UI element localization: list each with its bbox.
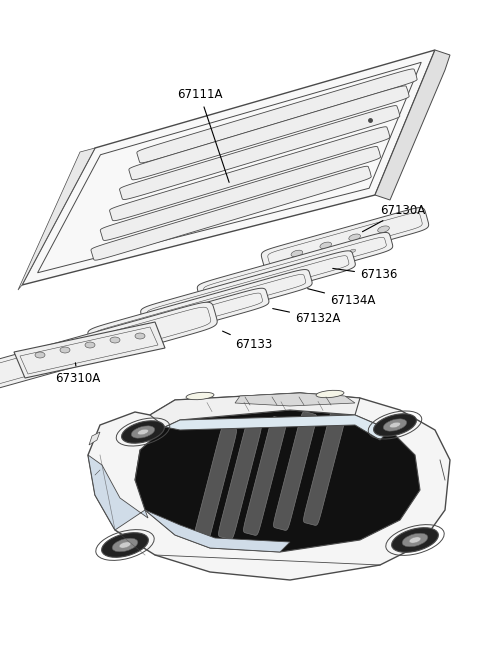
Ellipse shape — [402, 533, 428, 547]
Polygon shape — [129, 86, 409, 180]
Text: 67136: 67136 — [333, 269, 397, 282]
Ellipse shape — [263, 273, 269, 277]
Ellipse shape — [91, 343, 97, 346]
Polygon shape — [88, 270, 312, 346]
Polygon shape — [35, 288, 269, 367]
Ellipse shape — [85, 342, 95, 348]
Ellipse shape — [321, 257, 327, 261]
Polygon shape — [120, 105, 400, 200]
Polygon shape — [91, 166, 371, 260]
Polygon shape — [100, 147, 381, 240]
Ellipse shape — [121, 421, 165, 443]
Ellipse shape — [102, 533, 148, 557]
Polygon shape — [197, 233, 393, 301]
Ellipse shape — [35, 352, 45, 358]
Ellipse shape — [116, 338, 122, 341]
Polygon shape — [145, 510, 290, 552]
Text: 67132A: 67132A — [273, 309, 340, 324]
Polygon shape — [375, 50, 450, 200]
Polygon shape — [243, 417, 287, 535]
Ellipse shape — [292, 265, 298, 269]
Ellipse shape — [139, 322, 145, 326]
Ellipse shape — [350, 249, 356, 252]
Polygon shape — [0, 302, 217, 394]
Ellipse shape — [168, 314, 174, 318]
Polygon shape — [22, 50, 435, 285]
Ellipse shape — [178, 318, 184, 322]
Ellipse shape — [373, 414, 417, 436]
Ellipse shape — [60, 347, 70, 353]
Text: 67111A: 67111A — [177, 88, 229, 182]
Ellipse shape — [316, 390, 344, 398]
Ellipse shape — [149, 326, 155, 329]
Text: 67134A: 67134A — [308, 289, 375, 307]
Ellipse shape — [274, 278, 280, 282]
Ellipse shape — [187, 303, 193, 306]
Ellipse shape — [245, 286, 251, 290]
Polygon shape — [88, 393, 450, 580]
Ellipse shape — [29, 362, 35, 366]
Ellipse shape — [234, 282, 240, 285]
Ellipse shape — [145, 330, 151, 333]
Ellipse shape — [119, 542, 131, 548]
Ellipse shape — [207, 310, 213, 314]
Polygon shape — [193, 426, 237, 544]
Ellipse shape — [135, 333, 145, 339]
Ellipse shape — [186, 392, 214, 400]
Polygon shape — [261, 208, 429, 272]
Polygon shape — [303, 407, 347, 525]
Polygon shape — [89, 432, 100, 445]
Ellipse shape — [138, 429, 148, 435]
Ellipse shape — [291, 250, 303, 257]
Polygon shape — [274, 411, 316, 531]
Polygon shape — [14, 322, 165, 378]
Ellipse shape — [320, 242, 332, 249]
Ellipse shape — [197, 307, 203, 310]
Ellipse shape — [378, 226, 389, 233]
Polygon shape — [165, 415, 390, 440]
Polygon shape — [235, 393, 355, 406]
Ellipse shape — [131, 426, 155, 438]
Polygon shape — [150, 393, 360, 427]
Polygon shape — [18, 148, 95, 290]
Polygon shape — [88, 455, 148, 530]
Ellipse shape — [392, 528, 438, 552]
Text: 67130A: 67130A — [362, 204, 425, 232]
Ellipse shape — [112, 538, 138, 552]
Ellipse shape — [390, 422, 400, 428]
Ellipse shape — [255, 290, 261, 293]
Polygon shape — [218, 421, 262, 539]
Text: 67133: 67133 — [223, 331, 272, 352]
Ellipse shape — [216, 295, 222, 298]
Ellipse shape — [87, 346, 93, 350]
Text: 67310A: 67310A — [55, 363, 100, 384]
Ellipse shape — [58, 354, 64, 358]
Polygon shape — [109, 127, 390, 221]
Ellipse shape — [226, 298, 232, 301]
Polygon shape — [141, 251, 355, 325]
Ellipse shape — [120, 335, 126, 338]
Ellipse shape — [409, 537, 421, 543]
Polygon shape — [135, 410, 420, 552]
Ellipse shape — [383, 419, 407, 431]
Ellipse shape — [303, 270, 309, 274]
Polygon shape — [137, 69, 417, 163]
Ellipse shape — [110, 337, 120, 343]
Ellipse shape — [349, 234, 360, 240]
